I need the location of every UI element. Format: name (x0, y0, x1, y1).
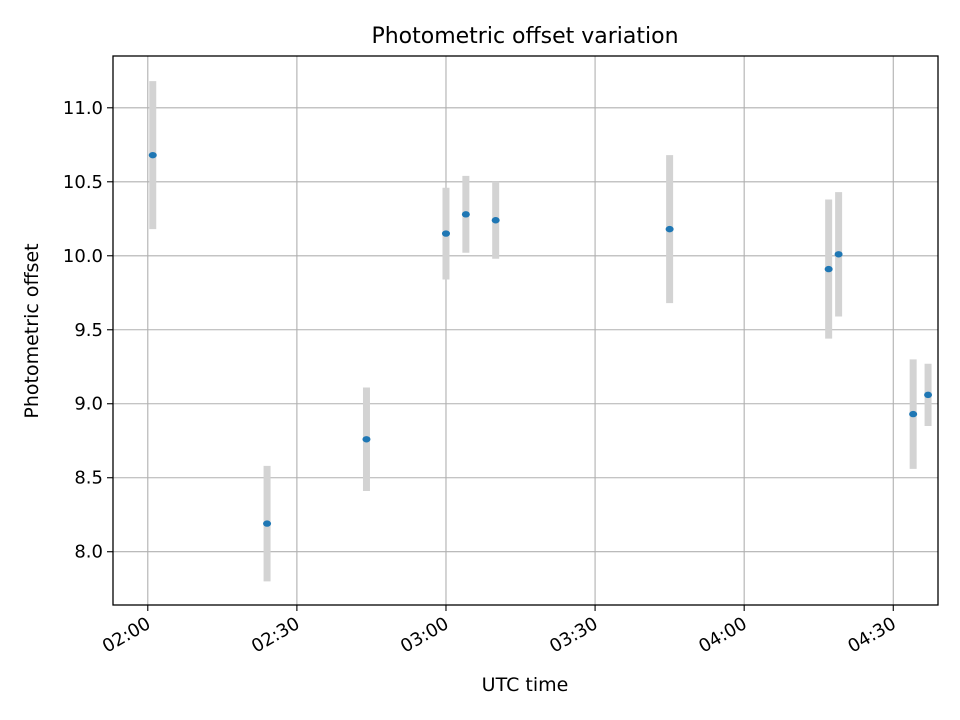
data-point (148, 151, 157, 159)
grid-lines (113, 56, 938, 605)
x-tick-label: 04:30 (844, 613, 899, 657)
plot-frame (112, 55, 939, 606)
data-point (924, 391, 933, 399)
y-tick-label: 8.5 (74, 468, 103, 489)
data-point (665, 225, 674, 233)
error-bars (149, 81, 932, 582)
data-point (491, 217, 500, 224)
y-tick-label: 9.0 (74, 394, 103, 415)
x-tick-label: 04:00 (695, 613, 750, 657)
x-axis-label: UTC time (482, 674, 569, 696)
data-point (362, 436, 371, 443)
y-axis-label: Photometric offset (21, 243, 43, 418)
x-tick-label: 03:00 (397, 613, 452, 657)
y-tick-label: 10.0 (63, 246, 103, 267)
y-tick-label: 11.0 (63, 98, 103, 119)
data-point (263, 520, 272, 527)
data-point (441, 230, 450, 237)
data-point (824, 265, 833, 273)
y-tick-label: 9.5 (74, 320, 103, 341)
data-point (461, 211, 470, 218)
y-tick-label: 10.5 (63, 172, 103, 193)
data-point (834, 251, 843, 258)
x-tick-label: 02:00 (99, 613, 154, 657)
x-tick-label: 03:30 (546, 613, 601, 657)
chart-title: Photometric offset variation (371, 24, 678, 49)
y-tick-label: 8.0 (74, 542, 103, 563)
x-tick-label: 02:30 (248, 613, 303, 657)
y-axis: 8.0 8.5 9.0 9.5 10.0 10.5 11.0 (63, 98, 113, 563)
data-points (148, 151, 933, 527)
x-axis: 02:00 02:30 03:00 03:30 04:00 04:30 (99, 605, 900, 657)
data-point (909, 410, 918, 418)
